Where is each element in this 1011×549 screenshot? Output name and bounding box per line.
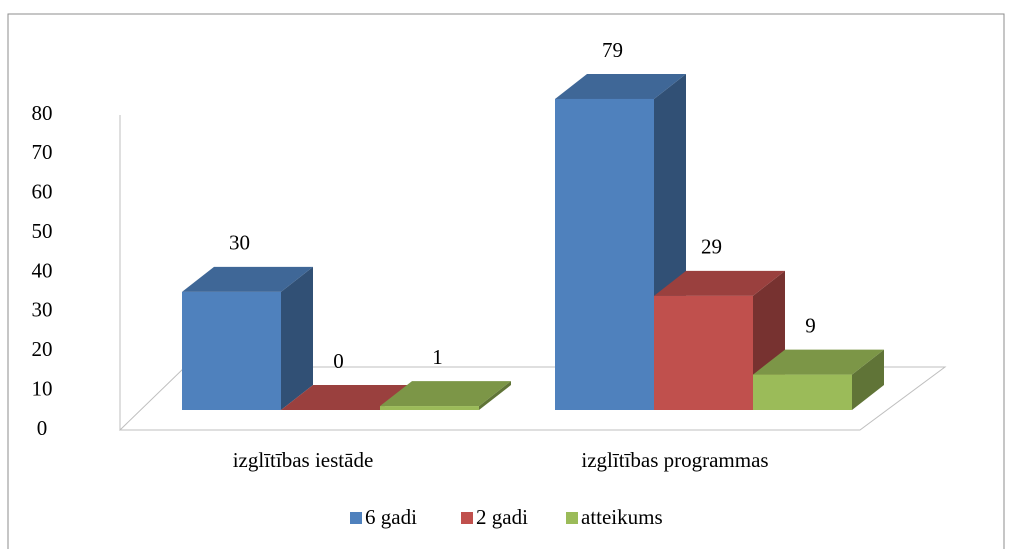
data-label: 0: [333, 349, 344, 373]
bar-top: [555, 73, 686, 99]
bar-side: [479, 381, 511, 410]
legend-swatch: [461, 512, 473, 524]
data-label: 30: [229, 231, 250, 255]
legend-label: 6 gadi: [365, 505, 417, 529]
y-tick-label: 30: [32, 298, 53, 322]
data-label: 29: [701, 235, 722, 259]
data-label: 9: [805, 313, 816, 337]
x-tick-label: izglītības programmas: [581, 448, 768, 472]
data-label: 1: [432, 345, 443, 369]
y-tick-label: 60: [32, 180, 53, 204]
y-tick-label: 80: [32, 101, 53, 125]
bar-top: [654, 270, 785, 296]
bar: [654, 295, 753, 410]
legend-label: 2 gadi: [476, 505, 528, 529]
bar: [555, 98, 654, 410]
bar: [753, 374, 852, 410]
bar-top: [281, 385, 412, 410]
x-tick-label: izglītības iestāde: [233, 448, 374, 472]
legend-swatch: [566, 512, 578, 524]
y-tick-label: 50: [32, 219, 53, 243]
y-tick-label: 20: [32, 337, 53, 361]
bar-top: [380, 381, 511, 407]
data-label: 79: [602, 38, 623, 62]
y-tick-label: 40: [32, 258, 53, 282]
bar-side: [281, 266, 313, 410]
y-tick-label: 0: [37, 416, 48, 440]
chart-border: [7, 13, 1005, 549]
bar-top: [753, 349, 884, 375]
y-tick-label: 70: [32, 140, 53, 164]
bar-top: [182, 266, 313, 292]
y-tick-label: 10: [32, 376, 53, 400]
bar-side: [852, 349, 884, 410]
legend-label: atteikums: [581, 505, 663, 529]
floor: [118, 366, 947, 431]
bar: [380, 406, 479, 410]
legend-swatch: [350, 512, 362, 524]
bar: [182, 291, 281, 410]
